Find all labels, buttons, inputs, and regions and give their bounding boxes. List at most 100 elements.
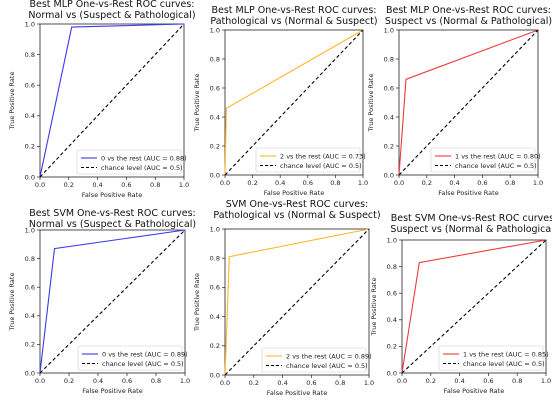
chart-subtitle: Pathological vs (Normal & Suspect): [213, 210, 380, 221]
x-tick-label: 0.0: [220, 179, 230, 187]
x-tick-label: 0.2: [64, 181, 74, 189]
x-tick-label: 1.0: [180, 377, 190, 385]
chart-title: Best SVM One-vs-Rest ROC curves:: [391, 213, 552, 224]
chart-title: Best MLP One-vs-Rest ROC curves:: [211, 5, 376, 16]
legend-label: chance level (AUC = 0.5): [455, 162, 537, 170]
x-tick-label: 0.8: [512, 377, 522, 385]
y-tick-label: 0.6: [25, 284, 35, 292]
x-axis-label: False Positive Rate: [82, 191, 142, 199]
roc-curve-line: [224, 228, 370, 376]
legend-label: 0 vs the rest (AUC = 0.89): [102, 350, 188, 358]
x-tick-label: 0.8: [505, 179, 515, 187]
x-tick-label: 1.0: [541, 377, 551, 385]
legend-label: chance level (AUC = 0.5): [280, 162, 362, 170]
plot-frame: [398, 29, 539, 176]
x-tick-label: 0.4: [454, 377, 464, 385]
y-tick-label: 0.8: [384, 55, 394, 63]
chart-subtitle: Normal vs (Suspect & Pathological): [29, 219, 196, 230]
roc-curve-line: [401, 239, 547, 374]
chart-subtitle: Suspect vs (Normal & Pathological): [385, 16, 552, 27]
x-tick-label: 0.8: [151, 377, 161, 385]
y-tick-label: 0.8: [210, 255, 220, 263]
x-axis-label: False Positive Rate: [267, 389, 327, 397]
x-tick-label: 0.6: [303, 179, 313, 187]
y-tick-label: 0.8: [25, 51, 35, 59]
y-axis-label: True Positive Rate: [8, 273, 16, 332]
chart-subtitle: Normal vs (Suspect & Pathological): [28, 10, 195, 21]
y-tick-label: 1.0: [210, 225, 220, 233]
roc-chart-6: Best SVM One-vs-Rest ROC curves:Suspect …: [370, 213, 552, 395]
legend-box: [438, 345, 544, 371]
x-tick-label: 0.8: [335, 379, 345, 387]
plot-frame: [224, 228, 370, 376]
y-tick-label: 0.6: [387, 290, 397, 298]
legend-box: [261, 347, 367, 373]
y-tick-label: 0.0: [210, 171, 220, 179]
roc-chart-2: Best MLP One-vs-Rest ROC curves:Patholog…: [193, 5, 378, 197]
x-tick-label: 1.0: [364, 379, 374, 387]
chart-title: Best MLP One-vs-Rest ROC curves:: [386, 5, 551, 16]
x-tick-label: 0.4: [92, 181, 102, 189]
x-axis-label: False Positive Rate: [82, 387, 142, 395]
chart-subtitle: Pathological vs (Normal & Suspect): [210, 16, 377, 27]
legend-label: 1 vs the rest (AUC = 0.85): [463, 350, 549, 358]
chance-level-line: [39, 229, 186, 374]
x-tick-label: 1.0: [358, 179, 368, 187]
y-tick-label: 0.8: [210, 55, 220, 63]
y-tick-label: 0.6: [210, 84, 220, 92]
legend-box: [77, 345, 183, 371]
y-axis-label: True Positive Rate: [193, 74, 201, 133]
x-tick-label: 0.0: [397, 377, 407, 385]
chance-level-line: [398, 29, 539, 176]
plot-frame: [224, 29, 364, 176]
y-tick-label: 0.2: [384, 142, 394, 150]
y-tick-label: 0.8: [25, 255, 35, 263]
y-tick-label: 1.0: [210, 26, 220, 34]
legend-box: [76, 149, 182, 175]
legend-label: chance level (AUC = 0.5): [286, 362, 368, 370]
chance-level-line: [39, 23, 185, 178]
y-tick-label: 1.0: [384, 26, 394, 34]
y-tick-label: 0.6: [210, 284, 220, 292]
y-axis-label: True Positive Rate: [8, 72, 16, 131]
y-tick-label: 0.8: [387, 263, 397, 271]
x-axis-label: False Positive Rate: [438, 189, 498, 197]
x-tick-label: 0.6: [121, 181, 131, 189]
chart-subtitle: Suspect vs (Normal & Pathological): [390, 224, 552, 235]
roc-curve-line: [39, 23, 185, 178]
x-tick-label: 0.2: [64, 377, 74, 385]
x-tick-label: 0.0: [35, 377, 45, 385]
roc-curve-line: [39, 229, 186, 374]
plot-frame: [39, 229, 186, 374]
y-axis-label: True Positive Rate: [367, 74, 375, 133]
x-tick-label: 0.2: [422, 179, 432, 187]
y-tick-label: 0.0: [387, 369, 397, 377]
chart-title: Best MLP One-vs-Rest ROC curves:: [29, 0, 194, 10]
y-tick-label: 1.0: [387, 236, 397, 244]
x-tick-label: 0.8: [150, 181, 160, 189]
y-tick-label: 0.0: [25, 173, 35, 181]
y-axis-label: True Positive Rate: [193, 273, 201, 332]
y-tick-label: 0.2: [25, 143, 35, 151]
legend-box: [430, 147, 536, 173]
chance-level-line: [401, 239, 547, 374]
y-tick-label: 1.0: [25, 226, 35, 234]
x-tick-label: 1.0: [533, 179, 543, 187]
legend-label: chance level (AUC = 0.5): [102, 360, 184, 368]
y-tick-label: 0.4: [384, 113, 394, 121]
x-tick-label: 1.0: [179, 181, 189, 189]
x-tick-label: 0.0: [394, 179, 404, 187]
x-tick-label: 0.6: [477, 179, 487, 187]
x-tick-label: 0.2: [247, 179, 257, 187]
y-tick-label: 0.2: [387, 343, 397, 351]
legend-label: chance level (AUC = 0.5): [463, 360, 545, 368]
y-tick-label: 0.6: [384, 84, 394, 92]
roc-curve-line: [398, 29, 539, 176]
legend-label: 1 vs the rest (AUC = 0.80): [455, 152, 541, 160]
x-tick-label: 0.4: [449, 179, 459, 187]
y-tick-label: 0.4: [210, 113, 220, 121]
chance-level-line: [224, 228, 370, 376]
y-tick-label: 0.2: [210, 342, 220, 350]
legend-label: 2 vs the rest (AUC = 0.89): [286, 352, 372, 360]
chance-level-line: [224, 29, 364, 176]
